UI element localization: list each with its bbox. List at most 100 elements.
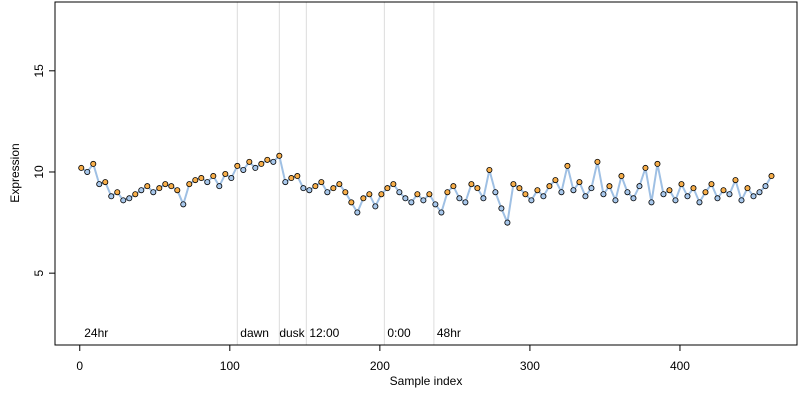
point (216, 183, 223, 190)
annotation: 12:00 (309, 326, 339, 340)
point (306, 187, 313, 194)
point (546, 183, 553, 190)
point (690, 185, 697, 192)
point (312, 183, 319, 190)
point (222, 171, 229, 178)
point (402, 195, 409, 202)
x-tick-label: 200 (370, 359, 390, 373)
x-tick-label: 0 (76, 359, 83, 373)
point (486, 166, 493, 173)
point (528, 197, 535, 204)
point (438, 209, 445, 216)
point (156, 185, 163, 192)
point (198, 175, 205, 182)
point (498, 205, 505, 212)
point (510, 181, 517, 188)
point (606, 183, 613, 190)
point (708, 181, 715, 188)
point (732, 177, 739, 184)
point (612, 197, 619, 204)
point (348, 199, 355, 206)
point (480, 195, 487, 202)
point (570, 187, 577, 194)
point (264, 156, 271, 163)
point (246, 158, 253, 165)
point (384, 185, 391, 192)
point (744, 185, 751, 192)
point (420, 197, 427, 204)
point (378, 191, 385, 198)
point (186, 181, 193, 188)
point (330, 185, 337, 192)
point (642, 164, 649, 171)
point (144, 183, 151, 190)
point (120, 197, 127, 204)
point (714, 195, 721, 202)
point (660, 191, 667, 198)
point (108, 193, 115, 200)
point (78, 164, 85, 171)
point (192, 177, 199, 184)
point (102, 179, 109, 186)
point (282, 179, 289, 186)
point (504, 219, 511, 226)
point (564, 162, 571, 169)
point (240, 166, 247, 173)
point (336, 181, 343, 188)
point (270, 158, 277, 165)
point (294, 173, 301, 180)
point (630, 195, 637, 202)
point (276, 152, 283, 159)
point (672, 197, 679, 204)
point (456, 195, 463, 202)
point (372, 203, 379, 210)
point (582, 193, 589, 200)
point (300, 185, 307, 192)
point (84, 168, 91, 175)
point (576, 179, 583, 186)
annotation: dusk (279, 326, 305, 340)
point (468, 181, 475, 188)
x-tick-label: 100 (220, 359, 240, 373)
point (558, 189, 565, 196)
point (162, 181, 169, 188)
point (90, 160, 97, 167)
point (768, 173, 775, 180)
x-tick-label: 300 (520, 359, 540, 373)
point (96, 181, 103, 188)
x-tick-label: 400 (670, 359, 690, 373)
y-tick-label: 15 (32, 64, 46, 78)
point (174, 187, 181, 194)
point (114, 189, 121, 196)
point (210, 173, 217, 180)
point (552, 177, 559, 184)
point (288, 175, 295, 182)
point (168, 183, 175, 190)
point (390, 181, 397, 188)
point (396, 189, 403, 196)
point (318, 179, 325, 186)
point (228, 175, 235, 182)
annotation: 24hr (84, 326, 108, 340)
point (702, 189, 709, 196)
point (738, 197, 745, 204)
point (726, 191, 733, 198)
point (522, 191, 529, 198)
point (360, 195, 367, 202)
point (540, 193, 547, 200)
point (258, 160, 265, 167)
point (234, 162, 241, 169)
point (366, 191, 373, 198)
plot-frame (54, 1, 798, 346)
point (534, 187, 541, 194)
point (696, 199, 703, 206)
x-axis-label: Sample index (390, 374, 463, 388)
annotation: 0:00 (387, 326, 411, 340)
point (750, 193, 757, 200)
point (588, 185, 595, 192)
y-tick-label: 5 (32, 270, 46, 277)
point (516, 185, 523, 192)
y-tick-label: 10 (32, 165, 46, 179)
point (600, 191, 607, 198)
